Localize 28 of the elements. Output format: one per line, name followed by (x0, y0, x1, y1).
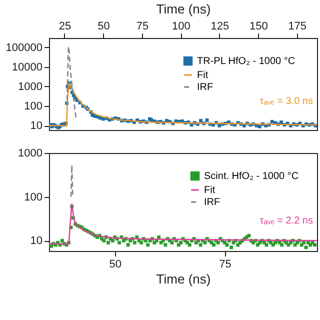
x-tick-label: 50 (109, 258, 122, 270)
x-tick-label: 75 (219, 258, 232, 270)
y-tick-label: 100000 (6, 42, 42, 54)
x-tick-label: 25 (58, 20, 72, 32)
legend-label: IRF (197, 82, 214, 93)
y-tick-label: 1000 (18, 81, 42, 93)
y-tick-label: 10 (30, 235, 42, 248)
x-tick-label: 100 (172, 20, 190, 32)
line-series (66, 46, 77, 120)
x-tick-label: 75 (136, 20, 149, 32)
y-tick-label: 10 (30, 120, 42, 132)
annotation: τₐᵥₑ = 2.2 ns (260, 216, 313, 227)
annotation: τₐᵥₑ = 3.0 ns (260, 96, 313, 108)
x-tick-label: 175 (288, 20, 307, 32)
legend-label: IRF (204, 197, 220, 208)
legend-label: Scint. HfO₂ - 1000 °C (204, 171, 299, 182)
x-tick-label: 125 (210, 20, 230, 32)
x-tick-label: 50 (98, 20, 110, 32)
legend-label: Fit (204, 185, 216, 196)
legend-label: TR-PL HfO₂ - 1000 °C (197, 56, 296, 67)
x-axis-title: Time (ns) (156, 272, 211, 286)
x-axis-title: Time (ns) (156, 2, 211, 16)
y-tick-label: 100 (24, 100, 42, 113)
legend-label: Fit (197, 70, 208, 81)
y-tick-label: 1000 (18, 148, 42, 160)
y-tick-label: 100 (24, 191, 42, 204)
x-tick-label: 150 (249, 20, 268, 32)
y-tick-label: 10000 (12, 61, 42, 74)
